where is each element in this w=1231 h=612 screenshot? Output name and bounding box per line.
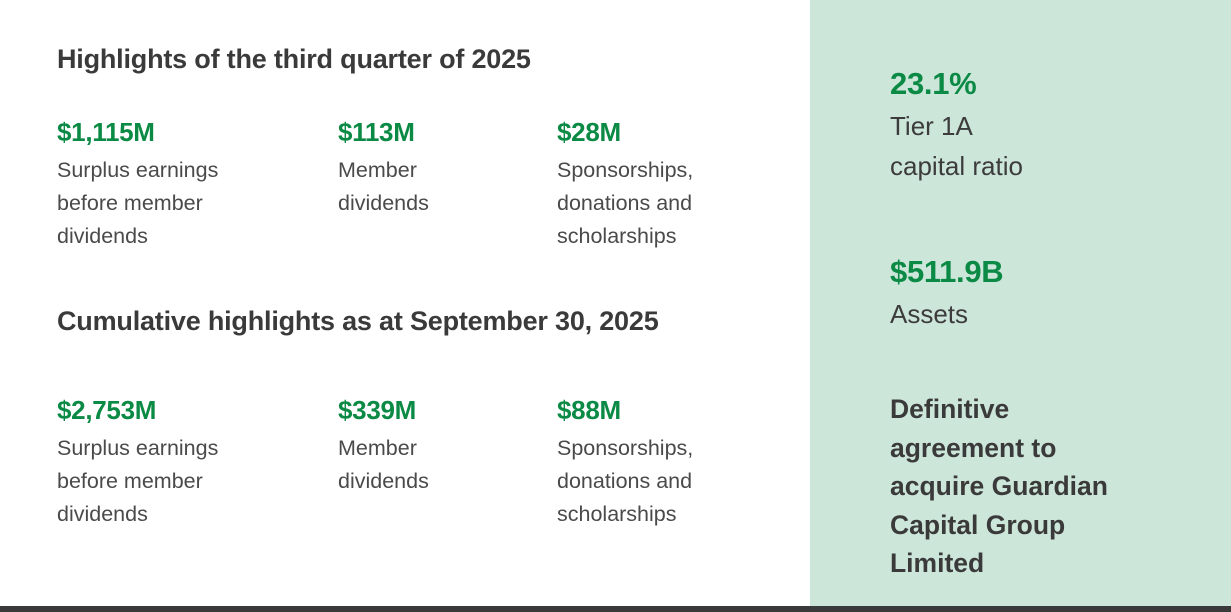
stat-value: $113M	[338, 117, 415, 147]
stat-value: $1,115M	[57, 117, 155, 147]
stat-label: Member dividends	[338, 436, 429, 493]
key-metrics-side-panel: 23.1% Tier 1A capital ratio $511.9B Asse…	[810, 0, 1231, 612]
stat-label: Sponsorships, donations and scholarships	[557, 158, 694, 248]
stat-value: $2,753M	[57, 395, 157, 425]
stat-label: Sponsorships, donations and scholarships	[557, 436, 694, 526]
stat-surplus-earnings-cumulative: $2,753M Surplus earnings before member d…	[57, 394, 338, 531]
stat-member-dividends-quarter: $113M Member dividends	[338, 116, 557, 253]
metric-label: Tier 1A capital ratio	[890, 111, 1023, 181]
cumulative-highlights-heading: Cumulative highlights as at September 30…	[57, 306, 659, 336]
metric-label: Assets	[890, 299, 969, 329]
stat-value: $88M	[557, 395, 621, 425]
stat-label: Member dividends	[338, 158, 429, 215]
stat-surplus-earnings-quarter: $1,115M Surplus earnings before member d…	[57, 116, 338, 253]
stat-value: $28M	[557, 117, 621, 147]
metric-value: 23.1%	[890, 66, 977, 101]
metric-value: $511.9B	[890, 254, 1004, 289]
quarter-stats-row: $1,115M Surplus earnings before member d…	[57, 116, 802, 253]
cumulative-stats-row: $2,753M Surplus earnings before member d…	[57, 394, 802, 531]
stat-label: Surplus earnings before member dividends	[57, 436, 219, 526]
stat-value: $339M	[338, 395, 416, 425]
quarter-highlights-heading: Highlights of the third quarter of 2025	[57, 44, 531, 74]
stat-sponsorships-cumulative: $88M Sponsorships, donations and scholar…	[557, 394, 802, 531]
stat-label: Surplus earnings before member dividends	[57, 158, 219, 248]
stat-sponsorships-quarter: $28M Sponsorships, donations and scholar…	[557, 116, 802, 253]
bottom-rule-divider	[0, 606, 1231, 612]
metric-tier1a-capital-ratio: 23.1% Tier 1A capital ratio	[890, 64, 1023, 186]
stat-member-dividends-cumulative: $339M Member dividends	[338, 394, 557, 531]
guardian-acquisition-note: Definitive agreement to acquire Guardian…	[890, 394, 1108, 578]
metric-total-assets: $511.9B Assets	[890, 252, 1004, 334]
